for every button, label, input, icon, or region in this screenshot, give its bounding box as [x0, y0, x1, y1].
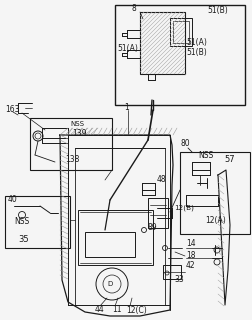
- Text: 14: 14: [185, 239, 195, 249]
- Text: 163: 163: [5, 106, 19, 115]
- Bar: [172, 21, 188, 43]
- Text: 11: 11: [112, 306, 121, 315]
- Text: 35: 35: [18, 236, 28, 244]
- Text: 44: 44: [94, 306, 104, 315]
- Text: 51(B): 51(B): [206, 5, 227, 14]
- Bar: [179, 152, 249, 234]
- Text: 80: 80: [180, 139, 190, 148]
- Text: 138: 138: [65, 156, 79, 164]
- Text: NSS: NSS: [14, 218, 29, 227]
- Text: 12(A): 12(A): [204, 215, 225, 225]
- Bar: [162, 265, 180, 279]
- Text: 139: 139: [72, 129, 86, 138]
- Bar: [30, 118, 112, 170]
- Bar: [139, 12, 184, 74]
- Text: 42: 42: [185, 260, 195, 269]
- Text: 57: 57: [223, 156, 234, 164]
- Text: 51(B): 51(B): [185, 47, 206, 57]
- Bar: [147, 198, 167, 228]
- Bar: [169, 18, 191, 46]
- Text: 1: 1: [123, 103, 128, 113]
- Text: NSS: NSS: [70, 121, 84, 127]
- Text: 12(B): 12(B): [173, 205, 193, 211]
- Bar: [78, 210, 152, 265]
- Text: 40: 40: [8, 196, 18, 204]
- Text: D: D: [107, 281, 112, 287]
- Text: NSS: NSS: [197, 150, 212, 159]
- Bar: [5, 196, 70, 248]
- Text: 12(C): 12(C): [125, 306, 146, 315]
- Text: 89: 89: [147, 223, 157, 233]
- Text: 33: 33: [173, 276, 183, 284]
- Text: 51(A): 51(A): [185, 37, 206, 46]
- Bar: [115, 5, 244, 105]
- Bar: [85, 232, 135, 257]
- Text: 18: 18: [185, 251, 195, 260]
- Text: 51(A): 51(A): [116, 44, 137, 52]
- Text: 48: 48: [156, 175, 166, 185]
- Text: 8: 8: [132, 4, 136, 12]
